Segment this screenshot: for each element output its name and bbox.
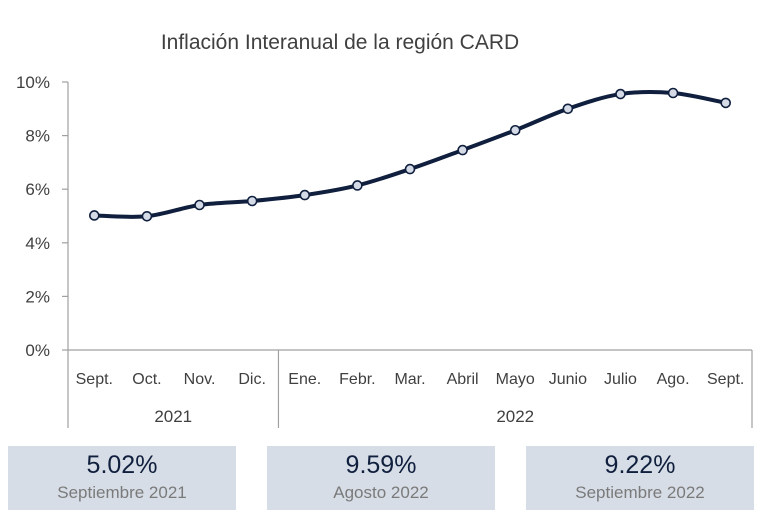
year-group-label: 2021 [154,407,192,426]
x-tick-label: Abril [447,371,479,388]
x-tick-label: Ene. [288,371,321,388]
kpi-label: Septiembre 2021 [57,483,187,502]
data-point [299,189,311,201]
kpi-value: 9.59% [345,451,417,479]
x-tick-label: Mayo [496,371,535,388]
data-point [352,180,363,191]
x-tick-label: Mar. [394,371,425,388]
kpi-card-sept-2021: 5.02% Septiembre 2021 [8,446,236,510]
year-group-label: 2022 [496,407,534,426]
x-tick-label: Nov. [184,371,216,388]
x-tick-label: Oct. [132,371,161,388]
y-tick-label: 6% [25,180,50,199]
y-tick-label: 4% [25,234,50,253]
x-tick-label: Sept. [707,371,744,388]
x-tick-label: Dic. [238,371,266,388]
x-tick-label: Ago. [657,371,690,388]
data-point [720,97,731,109]
x-tick-label: Sept. [76,371,113,388]
x-axis: Sept. Oct. Nov. Dic. Ene. Febr. Mar. Abril Mayo J… [67,349,753,428]
data-point [194,199,205,211]
kpi-row: 5.02% Septiembre 2021 9.59% Agosto 2022 … [8,446,760,510]
y-tick-label: 10% [16,73,50,92]
data-point [404,163,416,175]
data-point [89,210,100,221]
data-point [457,144,468,156]
y-tick-label: 8% [25,127,50,146]
kpi-label: Agosto 2022 [333,483,429,502]
data-point [667,87,679,99]
kpi-card-aug-2022: 9.59% Agosto 2022 [267,446,495,510]
chart-title: Inflación Interanual de la región CARD [161,31,519,54]
line-chart: Inflación Interanual de la región CARD 0… [16,31,753,428]
kpi-label: Septiembre 2022 [575,483,705,502]
x-tick-label: Junio [549,371,587,388]
data-point [509,124,521,136]
kpi-card-sept-2022: 9.22% Septiembre 2022 [526,446,754,510]
data-point [562,103,574,115]
kpi-value: 9.22% [604,451,676,479]
kpi-value: 5.02% [86,451,158,479]
inflation-line [92,89,728,219]
series-group [89,87,731,222]
data-point [246,195,258,207]
x-tick-label: Julio [604,371,637,388]
y-tick-label: 0% [25,341,50,360]
data-point [615,88,626,100]
x-tick-label: Febr. [339,371,375,388]
y-tick-label: 2% [25,287,50,306]
data-point [141,210,153,222]
y-axis: 0% 2% 4% 6% 8% 10% [16,73,69,360]
